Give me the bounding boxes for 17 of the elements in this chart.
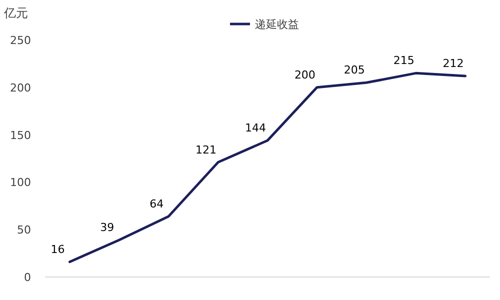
legend-label: 递延收益 [255, 18, 299, 31]
data-label: 121 [196, 143, 217, 156]
y-tick-label: 50 [17, 224, 31, 237]
data-label: 212 [442, 57, 464, 70]
data-label: 205 [344, 64, 365, 77]
y-tick-label: 250 [10, 34, 31, 47]
data-label: 200 [294, 68, 316, 82]
y-axis-title: 亿元 [3, 6, 28, 20]
y-tick-label: 200 [10, 81, 31, 94]
data-label: 215 [393, 54, 414, 68]
data-label: 16 [50, 242, 65, 256]
y-tick-label: 150 [10, 128, 31, 142]
data-label: 64 [150, 197, 164, 210]
y-tick-label: 100 [10, 176, 31, 190]
y-tick-label: 0 [24, 271, 31, 284]
data-label: 144 [245, 121, 266, 134]
data-label: 39 [100, 221, 114, 234]
